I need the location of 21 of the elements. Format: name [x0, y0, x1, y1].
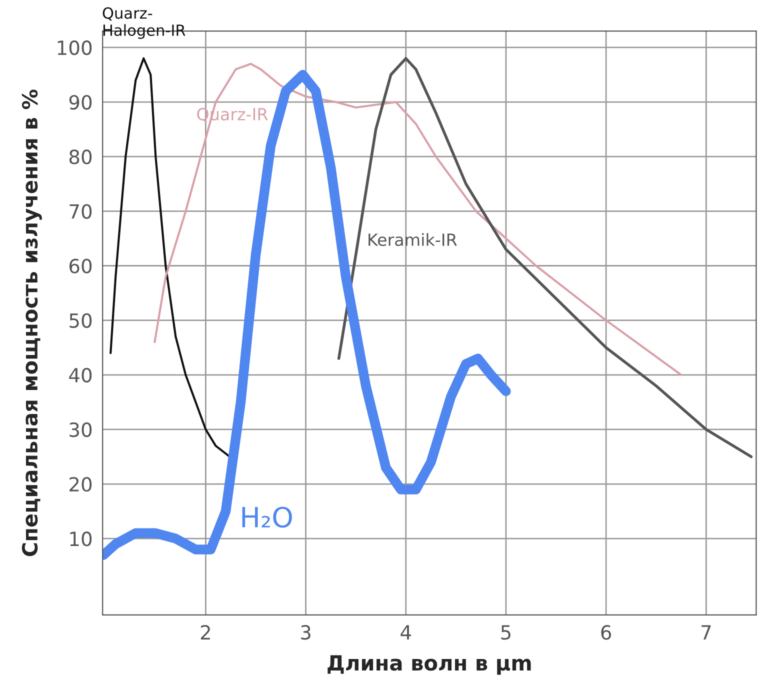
x-tick-label: 7 [702, 625, 711, 640]
y-tick-label: 90 [69, 94, 92, 110]
y-tick-label: 50 [70, 313, 92, 328]
y-tick-label: 20 [70, 476, 92, 492]
y-tick-label: 100 [58, 40, 92, 56]
y-tick-label: 60 [69, 258, 92, 274]
line-series [154, 62, 682, 376]
x-tick-label: 6 [601, 625, 612, 640]
y-tick-label: 10 [70, 532, 92, 546]
x-tick-label: 2 [200, 625, 210, 640]
y-tick-label: 80 [69, 150, 92, 164]
x-axis-title: Длина волн в µm [328, 655, 531, 675]
x-tick-label: 3 [301, 625, 310, 640]
y-tick-label: 30 [70, 422, 92, 438]
series-label: H₂O [242, 506, 292, 528]
y-axis-title: Специальная мощность излучения в % [22, 90, 42, 556]
y-tick-label: 70 [70, 204, 92, 219]
x-tick-label: 4 [400, 625, 411, 640]
x-tick-label: 5 [501, 625, 510, 640]
y-tick-label: 40 [69, 368, 92, 383]
line-series [337, 56, 753, 458]
